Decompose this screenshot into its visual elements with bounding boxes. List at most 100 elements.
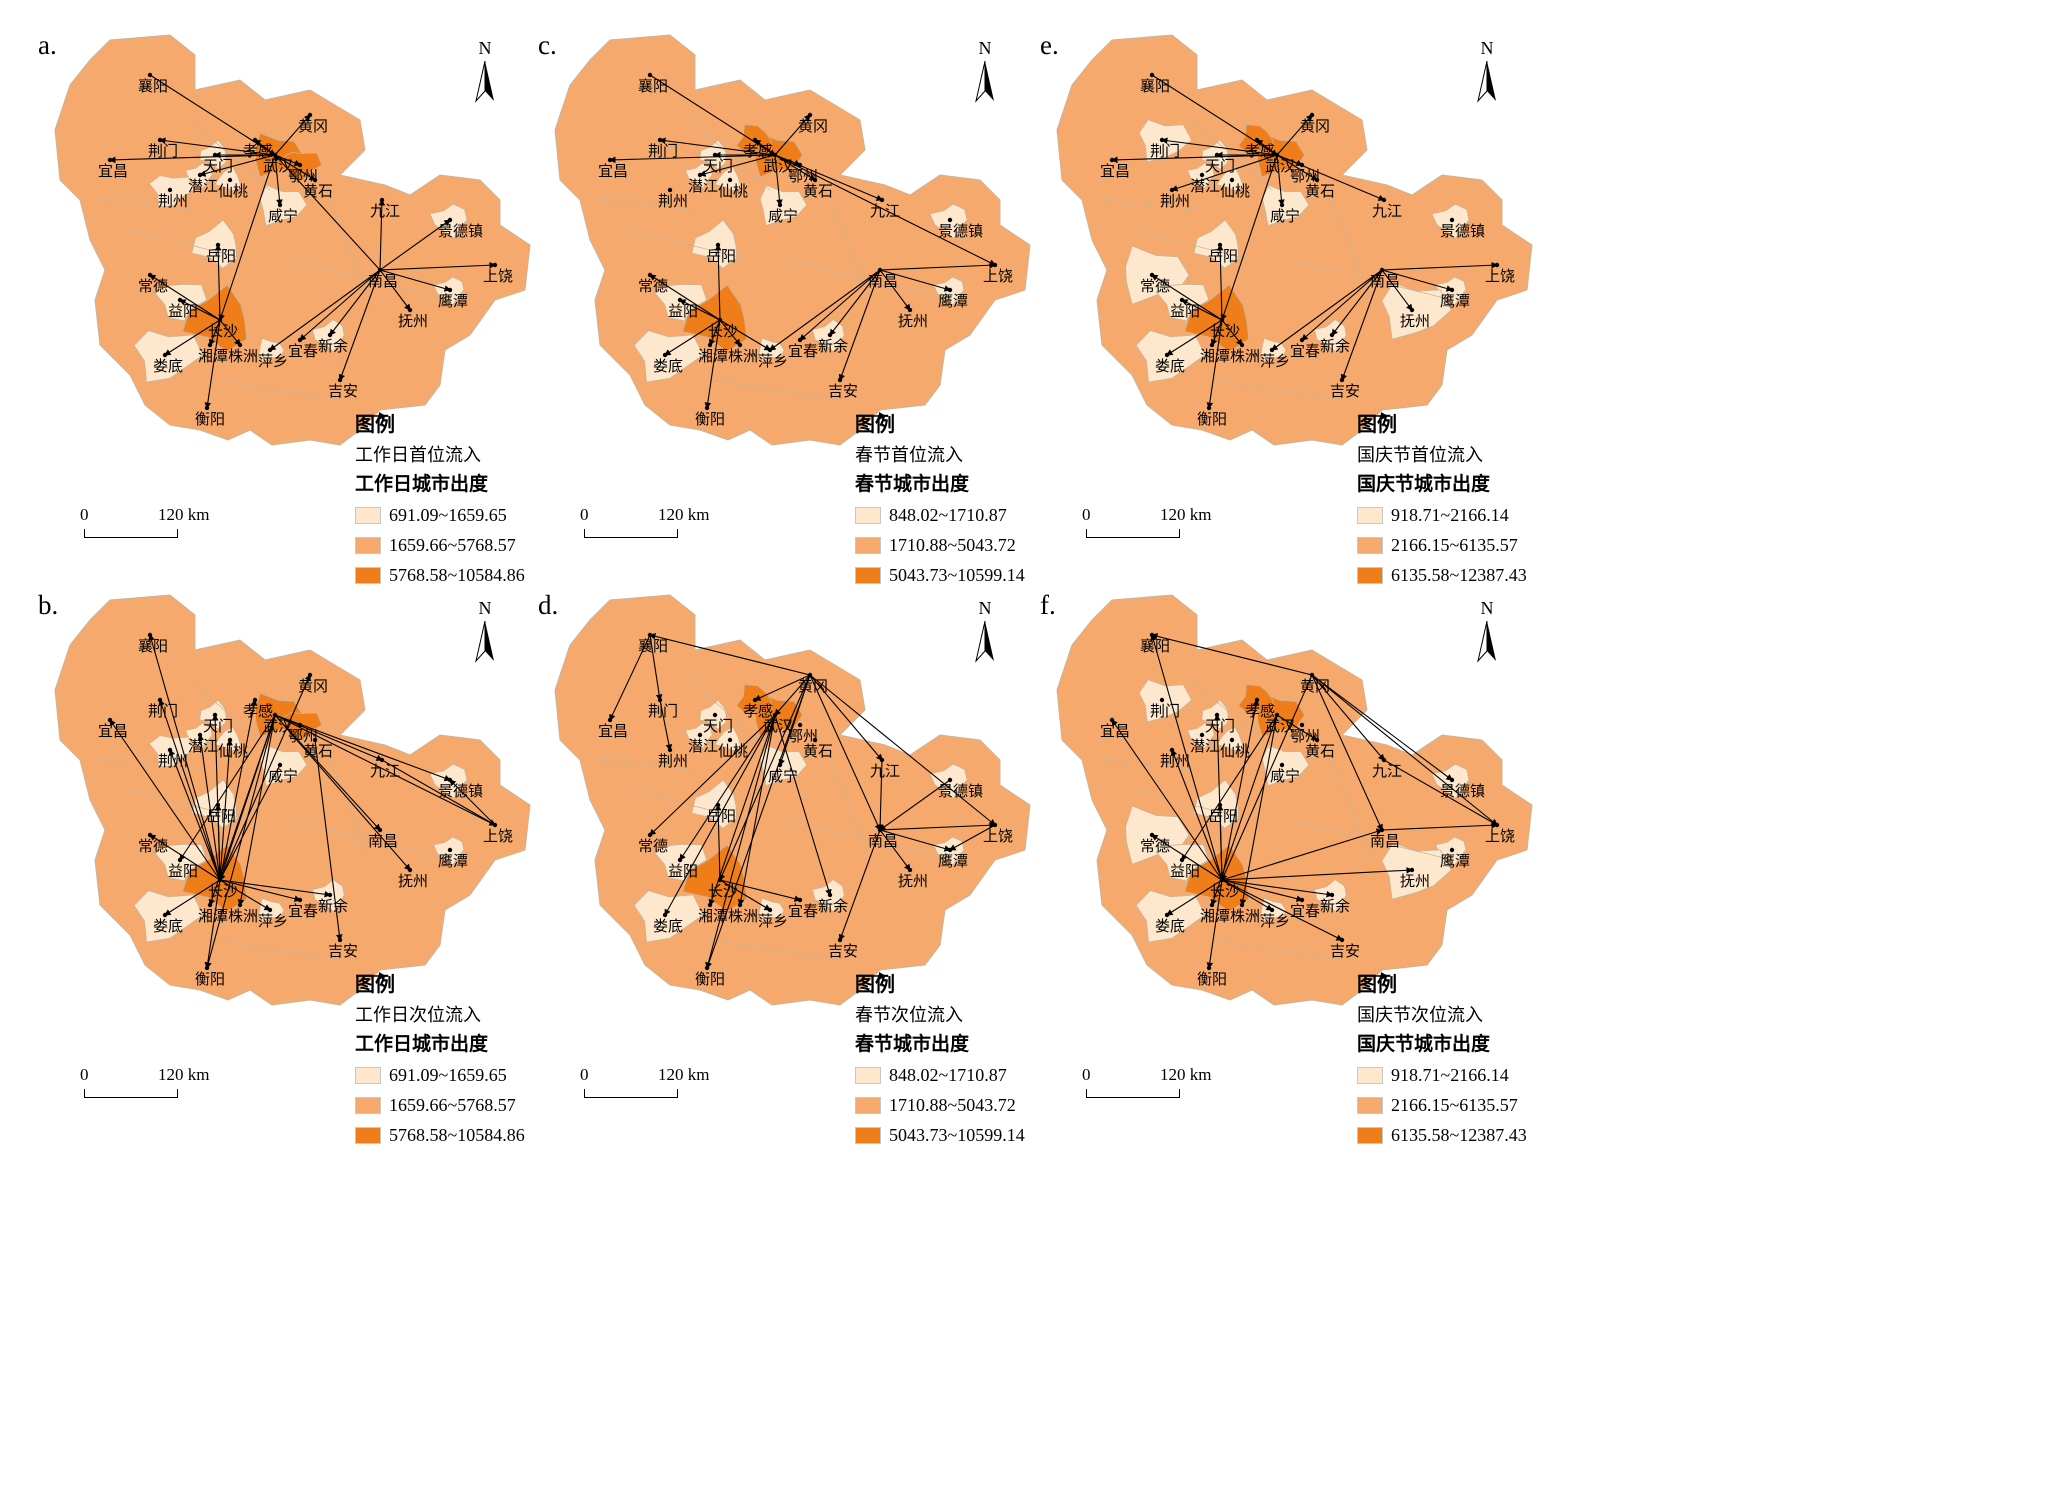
swatch-mid — [355, 536, 381, 554]
city-label-jingzhou: 荆州 — [1160, 192, 1190, 210]
city-label-tianmen: 天门 — [1205, 157, 1235, 175]
north-label: N — [978, 38, 992, 58]
flow-wuhan-yiyang — [1181, 714, 1278, 861]
scale-bar-line — [1086, 1089, 1180, 1098]
city-label-qianjiang: 潜江 — [188, 177, 218, 195]
city-label-shangrao: 上饶 — [483, 827, 513, 845]
flow-jiujiang-shangrao — [1383, 759, 1498, 826]
flow-changsha-xiaogan — [219, 698, 258, 881]
city-label-shangrao: 上饶 — [483, 267, 513, 285]
flow-wuhan-zhuzhou — [1239, 714, 1278, 907]
city-point-yichang — [607, 717, 613, 723]
city-point-changde — [1149, 832, 1155, 838]
flow-changsha-zhuzhou — [719, 319, 741, 346]
legend-class-high: 5768.58~10584.86 — [355, 1120, 585, 1150]
legend: 图例 国庆节次位流入 国庆节城市出度 918.71~2166.14 2166.15~61… — [1357, 970, 1587, 1150]
flow-huanggang-xiangyang — [648, 633, 811, 676]
city-label-wuhan: 武汉 — [1265, 157, 1295, 175]
city-point-yichun — [797, 337, 803, 343]
city-point-xiaogan — [252, 697, 258, 703]
north-arrow: N — [1472, 598, 1502, 663]
legend-class-low-label: 848.02~1710.87 — [889, 505, 1007, 525]
city-point-loudi — [162, 912, 168, 918]
flow-huanggang-nanchang — [1311, 674, 1383, 832]
city-label-nanchang: 南昌 — [368, 272, 398, 290]
city-point-xiaogan — [1254, 137, 1260, 143]
city-label-shangrao: 上饶 — [1485, 267, 1515, 285]
city-point-xiangtan — [1209, 902, 1215, 908]
flow-changsha-jian — [1221, 879, 1343, 941]
city-label-xiangyang: 襄阳 — [1140, 77, 1170, 95]
flow-changsha-yichang — [1111, 719, 1223, 881]
legend-title: 图例 — [855, 974, 895, 996]
city-label-fuzhou: 抚州 — [898, 312, 928, 330]
scale-distance: 120 km — [158, 1065, 210, 1084]
city-point-ezhou — [1299, 722, 1305, 728]
flow-changsha-hengyang — [1206, 879, 1223, 970]
city-point-wuhan — [1274, 152, 1280, 158]
flow-changsha-loudi — [1166, 319, 1223, 356]
map-panel-b: b. 襄阳 黄冈 孝感 荆门 武汉 宜昌 天门 鄂州 黄石 潜江 仙桃 荆州 咸宁 九江 景德镇 岳阳 常德 南昌 上… — [0, 560, 664, 1298]
city-point-huangshi — [812, 737, 818, 743]
flow-nanchang-xinyu — [829, 269, 881, 336]
cell-jingmen — [1138, 679, 1193, 723]
city-label-yueyang: 岳阳 — [206, 247, 236, 265]
cell-xianning — [259, 184, 308, 227]
map-panel-e: e. 襄阳 黄冈 孝感 荆门 武汉 宜昌 天门 鄂州 黄石 潜江 仙桃 荆州 咸宁 九江 景德镇 岳阳 常德 南昌上… — [1002, 0, 1666, 738]
panel-label: c. — [538, 30, 557, 60]
legend-title: 图例 — [1357, 414, 1397, 436]
flow-nanchang-wuhan — [274, 154, 381, 271]
legend-flow-label: 春节首位流入 — [855, 445, 963, 465]
flow-wuhan-xiangtan — [1210, 714, 1278, 907]
scale-bar: 0 120 km — [80, 505, 230, 545]
city-label-loudi: 娄底 — [1155, 917, 1185, 935]
city-point-tianmen — [212, 152, 218, 158]
flow-arrow-icon — [1358, 972, 1388, 980]
city-point-nanchang — [877, 827, 883, 833]
flow-wuhan-nanchang — [274, 714, 381, 831]
city-point-nanchang — [377, 267, 383, 273]
city-label-xiangyang: 襄阳 — [1140, 637, 1170, 655]
city-label-xiaogan: 孝感 — [1245, 702, 1275, 720]
city-point-zhuzhou — [237, 902, 243, 908]
city-point-yueyang — [215, 802, 221, 808]
prefecture-border — [209, 379, 341, 401]
flow-wuhan-jiujiang — [774, 154, 884, 201]
swatch-mid — [855, 1096, 881, 1114]
city-point-xiangtan — [707, 342, 713, 348]
flow-changsha-yueyang — [214, 243, 222, 321]
city-label-hengyang: 衡阳 — [195, 410, 225, 428]
city-label-jingdezhen: 景德镇 — [1440, 222, 1485, 240]
flow-nanchang-jian — [338, 269, 381, 382]
city-label-jingzhou: 荆州 — [658, 752, 688, 770]
flow-huanggang-xiaogan — [753, 674, 811, 701]
flow-wuhan-changsha — [218, 154, 276, 322]
city-label-jian: 吉安 — [328, 382, 358, 400]
prefecture-border — [1291, 819, 1453, 861]
flow-changsha-xiangyang — [148, 633, 221, 881]
city-label-yichun: 宜春 — [788, 902, 818, 920]
city-label-changsha: 长沙 — [1210, 322, 1240, 340]
legend-class-mid: 1659.66~5768.57 — [355, 530, 585, 560]
city-point-qianjiang — [697, 172, 703, 178]
city-label-nanchang: 南昌 — [368, 832, 398, 850]
city-label-fuzhou: 抚州 — [398, 872, 428, 890]
city-point-pingxiang — [267, 907, 273, 913]
flow-nanchang-fuzhou — [879, 269, 911, 311]
city-point-tianmen — [212, 712, 218, 718]
city-point-xiangtan — [707, 902, 713, 908]
city-point-xiaogan — [1254, 697, 1260, 703]
city-label-ezhou: 鄂州 — [788, 727, 818, 745]
city-label-wuhan: 武汉 — [763, 157, 793, 175]
city-label-jiujiang: 九江 — [370, 202, 400, 220]
flow-wuhan-fuzhou — [274, 714, 411, 871]
city-point-changde — [1149, 272, 1155, 278]
swatch-low — [1357, 1066, 1383, 1084]
city-point-xianning — [777, 202, 783, 208]
legend-class-title: 工作日城市出度 — [355, 474, 489, 495]
flow-changsha-xinyu — [219, 879, 332, 898]
city-label-xianning: 咸宁 — [1270, 207, 1300, 225]
city-label-zhuzhou: 株洲 — [728, 907, 758, 925]
city-point-yichun — [797, 897, 803, 903]
flow-nanchang-fuzhou — [1381, 269, 1413, 311]
